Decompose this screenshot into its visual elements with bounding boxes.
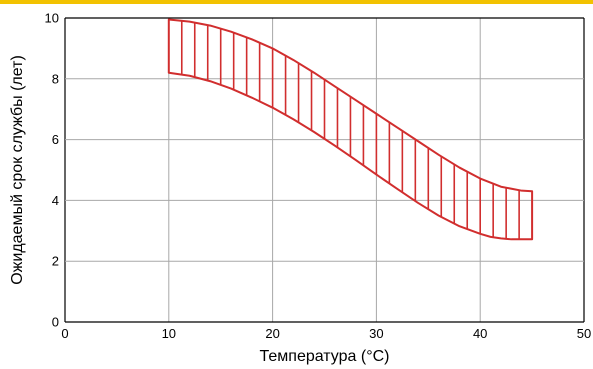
x-tick-label: 30 xyxy=(369,326,383,341)
top-accent-stripe xyxy=(0,0,593,4)
lifetime-band xyxy=(167,18,534,241)
x-tick-label: 50 xyxy=(577,326,591,341)
x-tick-label: 10 xyxy=(162,326,176,341)
x-tick-labels: 0 10 20 30 40 50 xyxy=(61,326,591,341)
y-tick-label: 4 xyxy=(52,193,59,208)
x-tick-label: 20 xyxy=(265,326,279,341)
y-tick-label: 6 xyxy=(52,132,59,147)
x-axis-label: Температура (°C) xyxy=(260,348,390,365)
grid-lines xyxy=(64,17,585,323)
y-tick-label: 10 xyxy=(45,11,59,26)
y-tick-label: 2 xyxy=(52,254,59,269)
y-tick-label: 8 xyxy=(52,71,59,86)
y-axis-label: Ожидаемый срок службы (лет) xyxy=(9,55,26,285)
x-tick-label: 0 xyxy=(61,326,68,341)
x-tick-label: 40 xyxy=(473,326,487,341)
lifetime-band-outline xyxy=(167,18,534,241)
y-tick-labels: 0 2 4 6 8 10 xyxy=(45,11,59,330)
y-tick-label: 0 xyxy=(52,315,59,330)
